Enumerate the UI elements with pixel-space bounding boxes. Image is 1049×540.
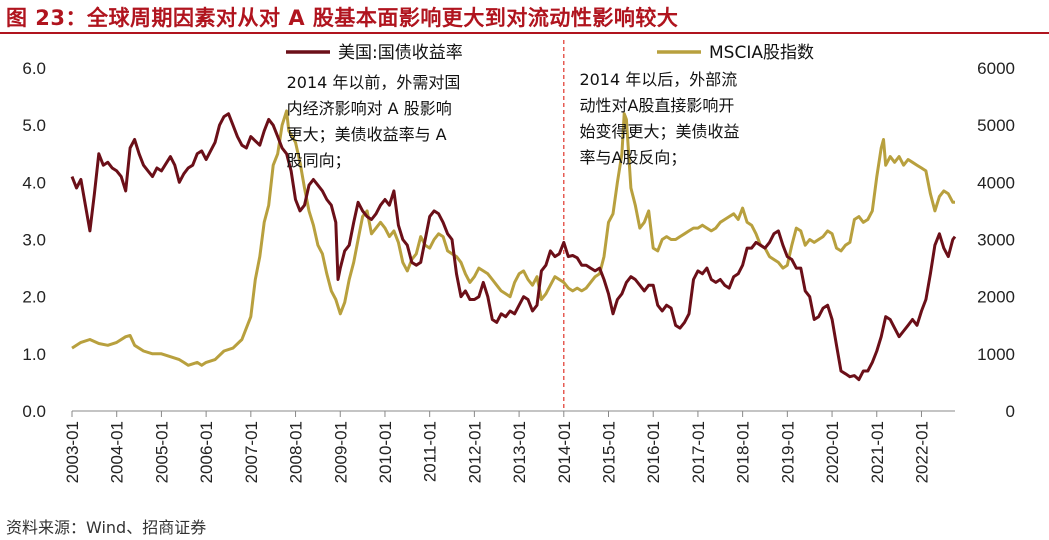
- y-right-tick-label: 0: [1006, 402, 1015, 421]
- y-right-tick-label: 2000: [977, 288, 1015, 307]
- x-tick-label: 2007-01: [242, 421, 261, 483]
- annotation-2-line: 始变得更大；美债收益: [579, 122, 739, 141]
- y-right-tick-label: 4000: [977, 173, 1015, 192]
- x-tick-label: 2009-01: [331, 421, 350, 483]
- series-line-msci-a-index: [71, 109, 955, 367]
- x-tick-label: 2011-01: [421, 421, 440, 482]
- x-tick-label: 2022-01: [912, 421, 931, 483]
- x-tick-label: 2013-01: [510, 421, 529, 483]
- y-left-tick-label: 4.0: [22, 173, 46, 192]
- x-tick-label: 2021-01: [868, 421, 887, 483]
- y-right-tick-label: 6000: [977, 59, 1015, 78]
- y-left-tick-label: 1.0: [22, 345, 46, 364]
- title-rule: [0, 32, 1049, 34]
- x-tick-label: 2015-01: [600, 421, 619, 483]
- x-tick-label: 2017-01: [689, 421, 708, 483]
- x-tick-label: 2014-01: [555, 421, 574, 483]
- x-tick-label: 2008-01: [287, 421, 306, 483]
- y-right-tick-label: 1000: [977, 345, 1015, 364]
- x-tick-label: 2018-01: [734, 421, 753, 483]
- y-right-tick-label: 3000: [977, 231, 1015, 250]
- y-left-tick-label: 6.0: [22, 59, 46, 78]
- y-left-tick-label: 3.0: [22, 231, 46, 250]
- legend-label-msci-a-index: MSCIA股指数: [709, 43, 814, 63]
- x-tick-label: 2006-01: [197, 421, 216, 483]
- y-left-tick-label: 5.0: [22, 116, 46, 135]
- axes: 0.0 1.0 2.0 3.0 4.0 5.0 6.0 0 1000 2000 3000 4000 50…: [22, 40, 1015, 483]
- x-tick-label: 2005-01: [152, 421, 171, 483]
- figure-title: 图 23：全球周期因素对从对 A 股基本面影响更大到对流动性影响较大: [6, 6, 679, 30]
- annotation-2-line: 率与A股反向；: [579, 148, 686, 167]
- source-note: 资料来源：Wind、招商证券: [6, 518, 207, 537]
- x-tick-label: 2016-01: [644, 421, 663, 483]
- legend-label-us-treasury-yield: 美国:国债收益率: [338, 43, 463, 63]
- x-tick-label: 2003-01: [63, 421, 82, 483]
- legend: 美国:国债收益率 MSCIA股指数: [286, 43, 814, 63]
- x-tick-label: 2010-01: [376, 421, 395, 483]
- annotation-1-line: 股同向；: [287, 151, 351, 170]
- x-tick-label: 2012-01: [465, 421, 484, 483]
- x-tick-label: 2020-01: [823, 421, 842, 483]
- y-left-tick-label: 2.0: [22, 288, 46, 307]
- annotation-2-line: 2014 年以后，外部流: [579, 70, 737, 89]
- series-lines: [70, 109, 957, 382]
- annotation-1-line: 内经济影响对 A 股影响: [287, 99, 452, 118]
- y-left-tick-label: 0.0: [22, 402, 46, 421]
- y-right-tick-label: 5000: [977, 116, 1015, 135]
- series-line-us-treasury-yield: [70, 112, 957, 382]
- x-tick-label: 2004-01: [108, 421, 127, 483]
- annotation-2-line: 动性对A股直接影响开: [579, 96, 734, 115]
- annotation-1-line: 2014 年以前，外需对国: [287, 73, 461, 92]
- annotation-1-line: 更大；美债收益率与 A: [287, 125, 447, 144]
- x-tick-label: 2019-01: [778, 421, 797, 483]
